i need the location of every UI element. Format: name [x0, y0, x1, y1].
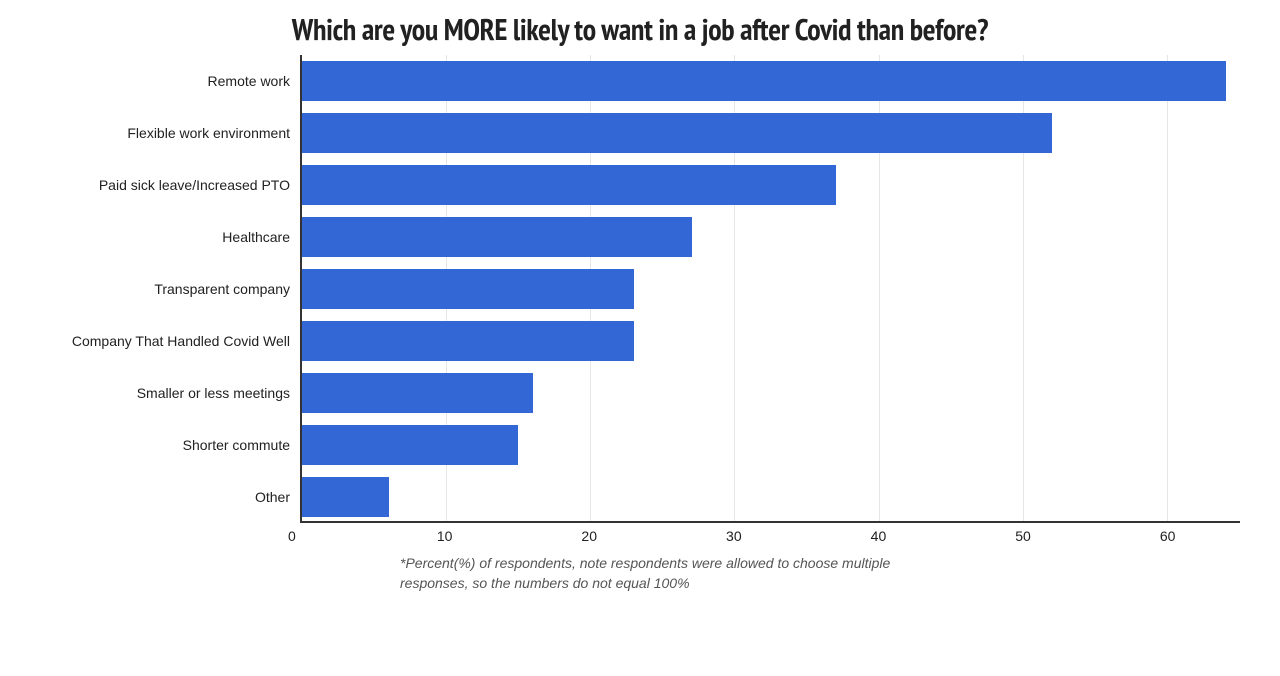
x-tick-0: 0	[288, 528, 296, 544]
category-label: Healthcare	[222, 230, 290, 244]
bar	[302, 269, 634, 309]
bar	[302, 477, 389, 517]
bar	[302, 165, 836, 205]
category-label: Shorter commute	[183, 438, 290, 452]
bar	[302, 425, 518, 465]
chart-container: Remote workFlexible work environmentPaid…	[120, 55, 1240, 545]
category-label: Other	[255, 490, 290, 504]
x-tick-label: 30	[726, 528, 742, 544]
bar	[302, 61, 1226, 101]
category-label: Remote work	[208, 74, 290, 88]
y-axis-labels: Remote workFlexible work environmentPaid…	[120, 55, 300, 523]
x-tick-label: 20	[581, 528, 597, 544]
category-label: Company That Handled Covid Well	[72, 334, 290, 348]
chart-title: Which are you MORE likely to want in a j…	[0, 10, 1280, 49]
chart-footnote: *Percent(%) of respondents, note respond…	[400, 553, 960, 594]
bar	[302, 373, 533, 413]
bar	[302, 321, 634, 361]
plot-area	[300, 55, 1240, 523]
category-label: Smaller or less meetings	[137, 386, 290, 400]
x-axis-labels: 10 20 30 40 50 60	[300, 528, 1240, 548]
x-tick-label: 50	[1015, 528, 1031, 544]
category-label: Flexible work environment	[127, 126, 290, 140]
x-tick-label: 10	[437, 528, 453, 544]
x-tick-label: 40	[871, 528, 887, 544]
bar	[302, 217, 692, 257]
gridline	[1167, 55, 1168, 521]
bar	[302, 113, 1052, 153]
category-label: Paid sick leave/Increased PTO	[99, 178, 290, 192]
category-label: Transparent company	[154, 282, 290, 296]
x-tick-label: 60	[1160, 528, 1176, 544]
